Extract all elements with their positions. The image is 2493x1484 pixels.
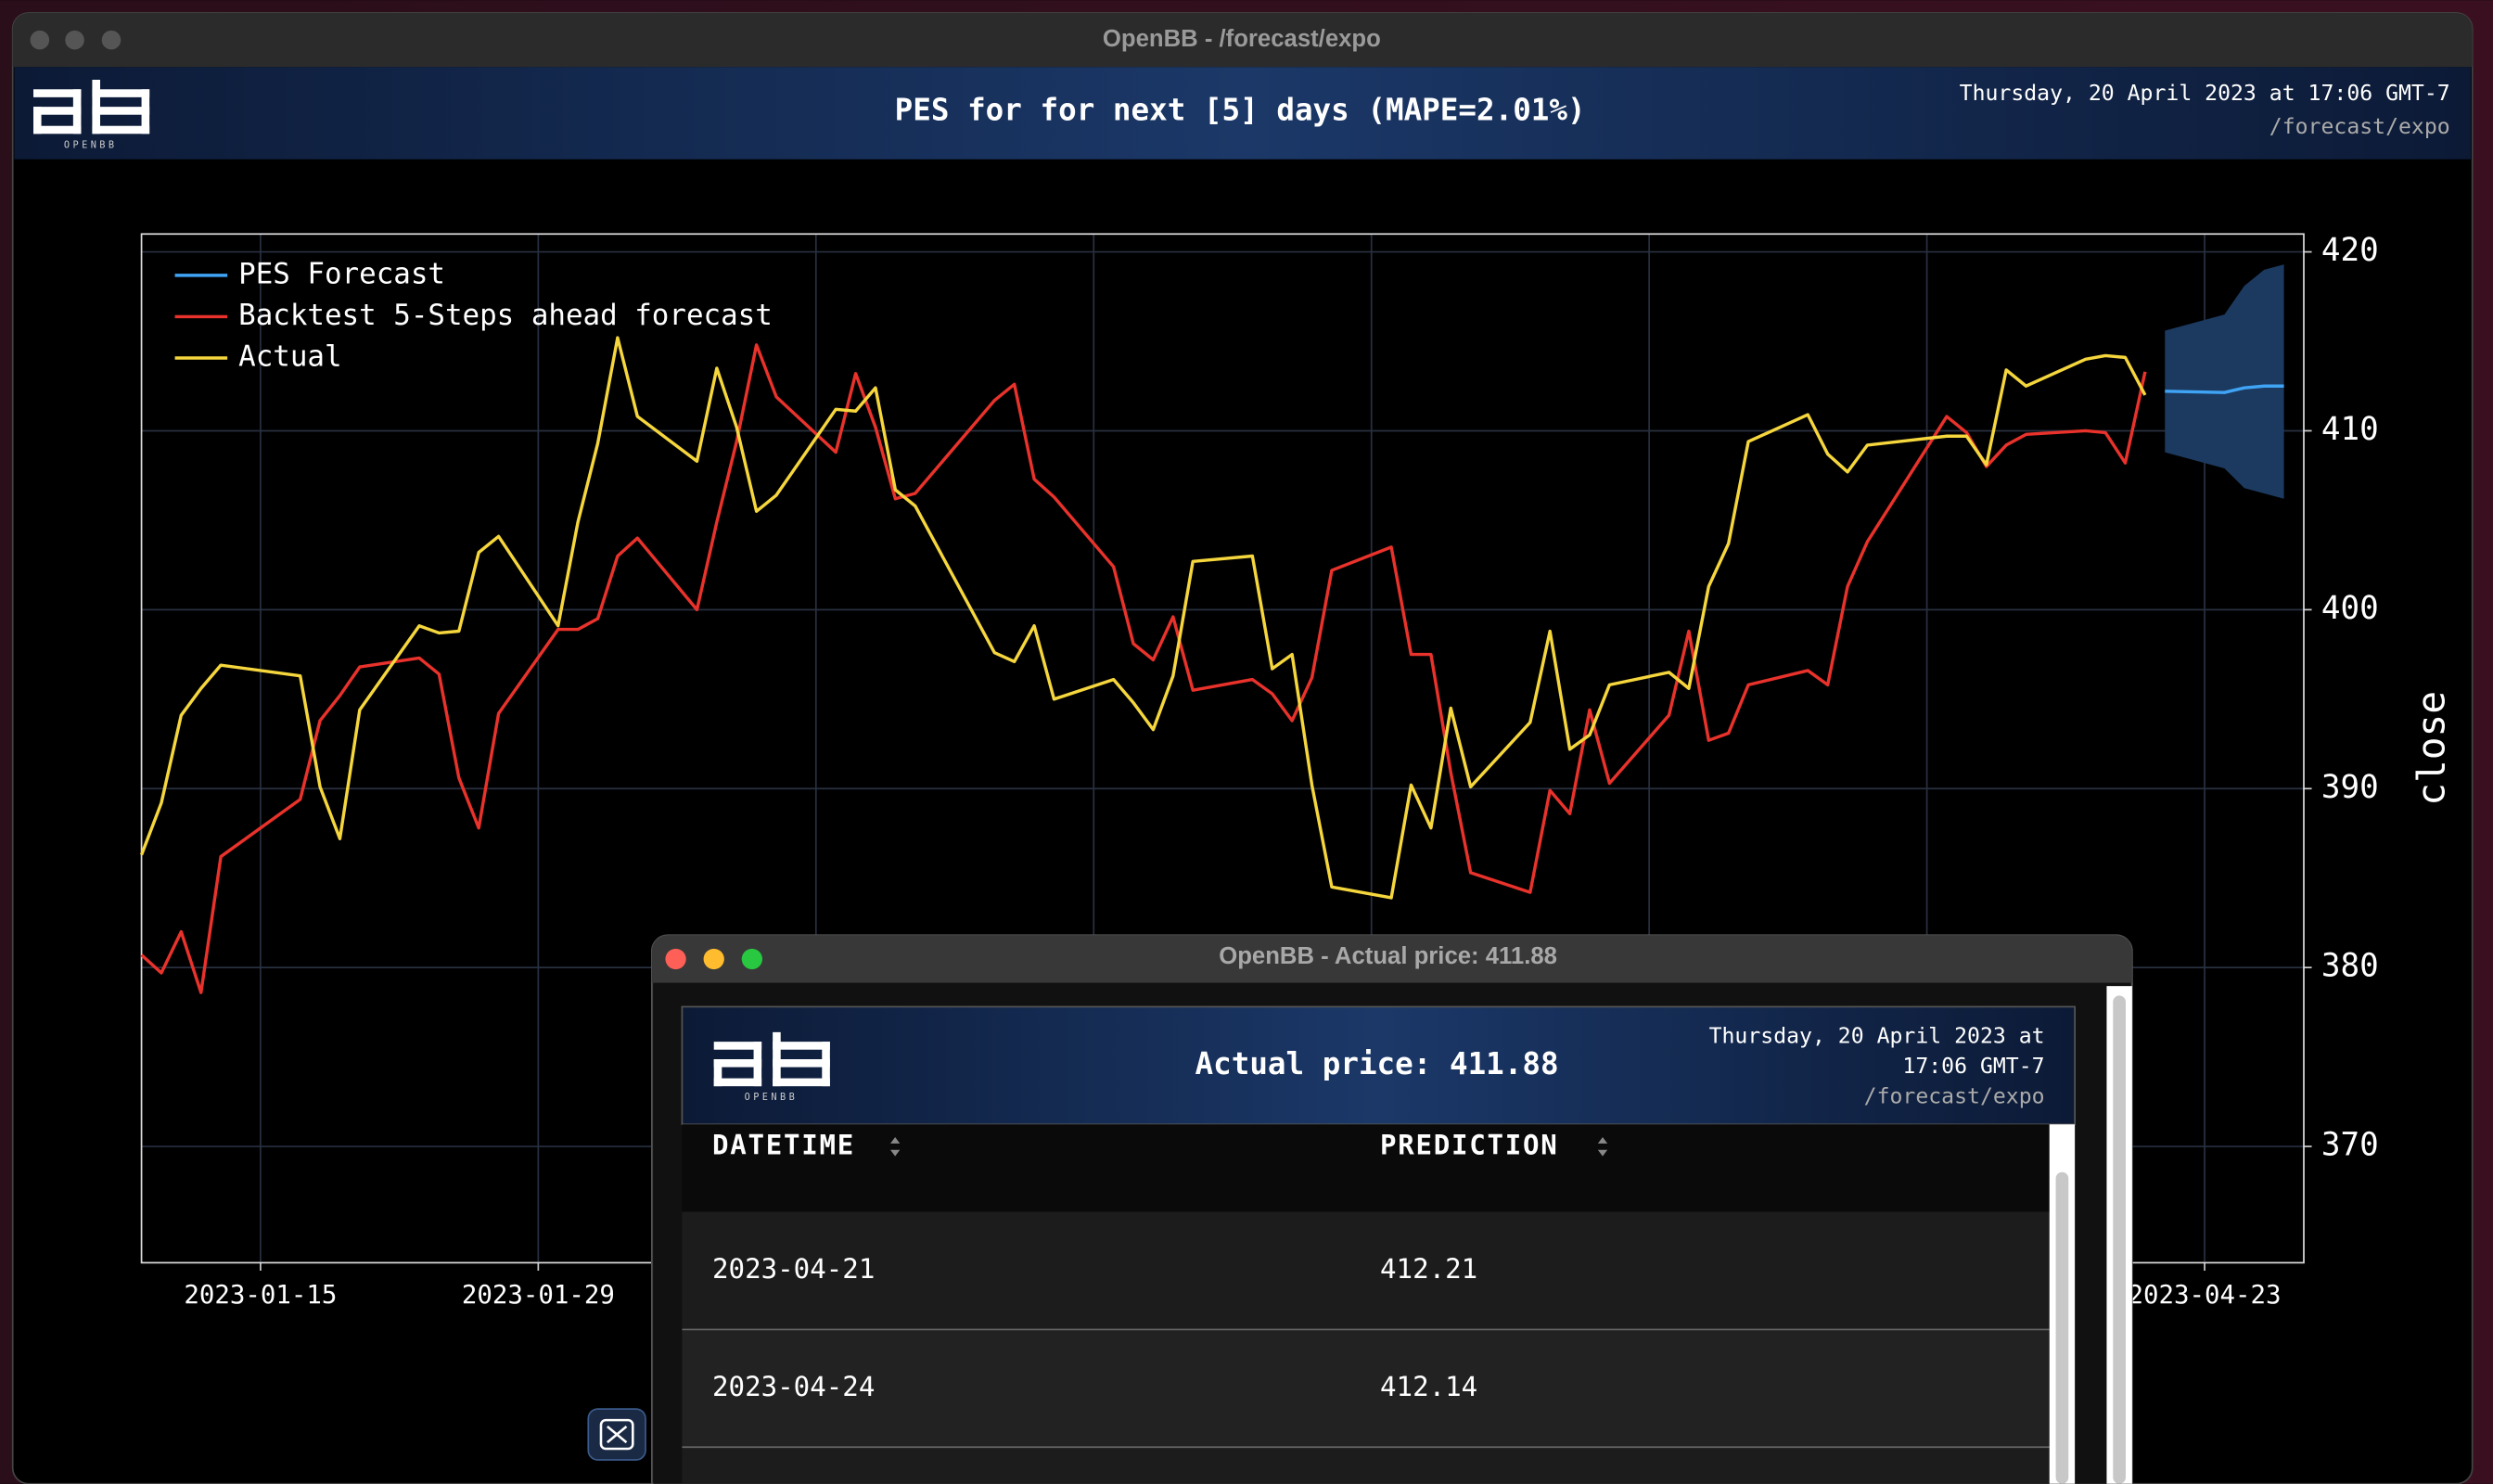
popup-window: OpenBB - Actual price: 411.88 OPENBB Act… — [651, 934, 2133, 1484]
table-cell: 2023-04-24 — [712, 1371, 875, 1402]
popup-header — [681, 1005, 2076, 1126]
fullscreen-button[interactable] — [587, 1408, 646, 1461]
table-scroll-thumb[interactable] — [2055, 1171, 2069, 1484]
y-tick-label: 410 — [2321, 411, 2379, 448]
minimize-button[interactable] — [65, 30, 84, 50]
legend-label: PES Forecast — [238, 257, 445, 290]
header-path: /forecast/expo — [2269, 115, 2450, 139]
popup-minimize-button[interactable] — [703, 948, 724, 970]
zoom-button[interactable] — [101, 30, 121, 50]
popup-title-bar — [651, 935, 2132, 983]
table-header — [682, 1124, 2050, 1212]
y-tick-label: 390 — [2321, 769, 2379, 806]
table-cell: 412.21 — [1380, 1253, 1477, 1285]
y-axis-label: close — [2410, 691, 2454, 806]
y-tick-label: 420 — [2321, 232, 2379, 269]
popup-datetime-1: Thursday, 20 April 2023 at — [1709, 1025, 2045, 1049]
series-line — [2165, 384, 2284, 394]
table-cell: 412.14 — [1380, 1371, 1477, 1402]
window-scroll-thumb[interactable] — [2113, 995, 2126, 1484]
legend-label: Backtest 5-Steps ahead forecast — [238, 299, 773, 332]
header-datetime: Thursday, 20 April 2023 at 17:06 GMT-7 — [1960, 82, 2450, 106]
x-tick-label: 2023-04-23 — [2129, 1281, 2282, 1310]
y-tick-label: 400 — [2321, 590, 2379, 627]
forecast-interval — [2165, 264, 2284, 499]
sort-icon[interactable] — [890, 1137, 901, 1157]
x-tick-label: 2023-01-29 — [462, 1281, 615, 1310]
popup-datetime-2: 17:06 GMT-7 — [1902, 1055, 2044, 1079]
column-header[interactable]: PREDICTION — [1380, 1129, 1559, 1160]
title-bar — [12, 13, 2473, 68]
sort-icon[interactable] — [1597, 1137, 1608, 1157]
series-line — [140, 343, 2147, 994]
y-tick-label: 370 — [2321, 1127, 2379, 1164]
x-tick-label: 2023-01-15 — [184, 1281, 337, 1310]
popup-path: /forecast/expo — [1864, 1085, 2045, 1109]
popup-title: Actual price: 411.88 — [1195, 1046, 1559, 1081]
popup-close-button[interactable] — [665, 948, 686, 970]
close-button[interactable] — [30, 30, 50, 50]
popup-zoom-button[interactable] — [741, 948, 762, 970]
chart-title: PES for for next [5] days (MAPE=2.01%) — [895, 92, 1586, 127]
window-title: OpenBB - /forecast/expo — [1103, 26, 1381, 52]
popup-logo-text: OPENBB — [745, 1092, 799, 1103]
table-row — [682, 1329, 2050, 1448]
column-header[interactable]: DATETIME — [712, 1129, 855, 1160]
table-row — [682, 1447, 2050, 1484]
table-row — [682, 1211, 2050, 1330]
series-line — [139, 336, 2147, 900]
table-cell: 2023-04-21 — [712, 1253, 875, 1285]
y-tick-label: 380 — [2321, 948, 2379, 985]
legend-label: Actual — [238, 340, 341, 374]
popup-window-title: OpenBB - Actual price: 411.88 — [1219, 943, 1557, 969]
row-divider — [682, 1328, 2050, 1449]
logo-text: OPENBB — [64, 139, 118, 150]
header — [14, 67, 2472, 160]
